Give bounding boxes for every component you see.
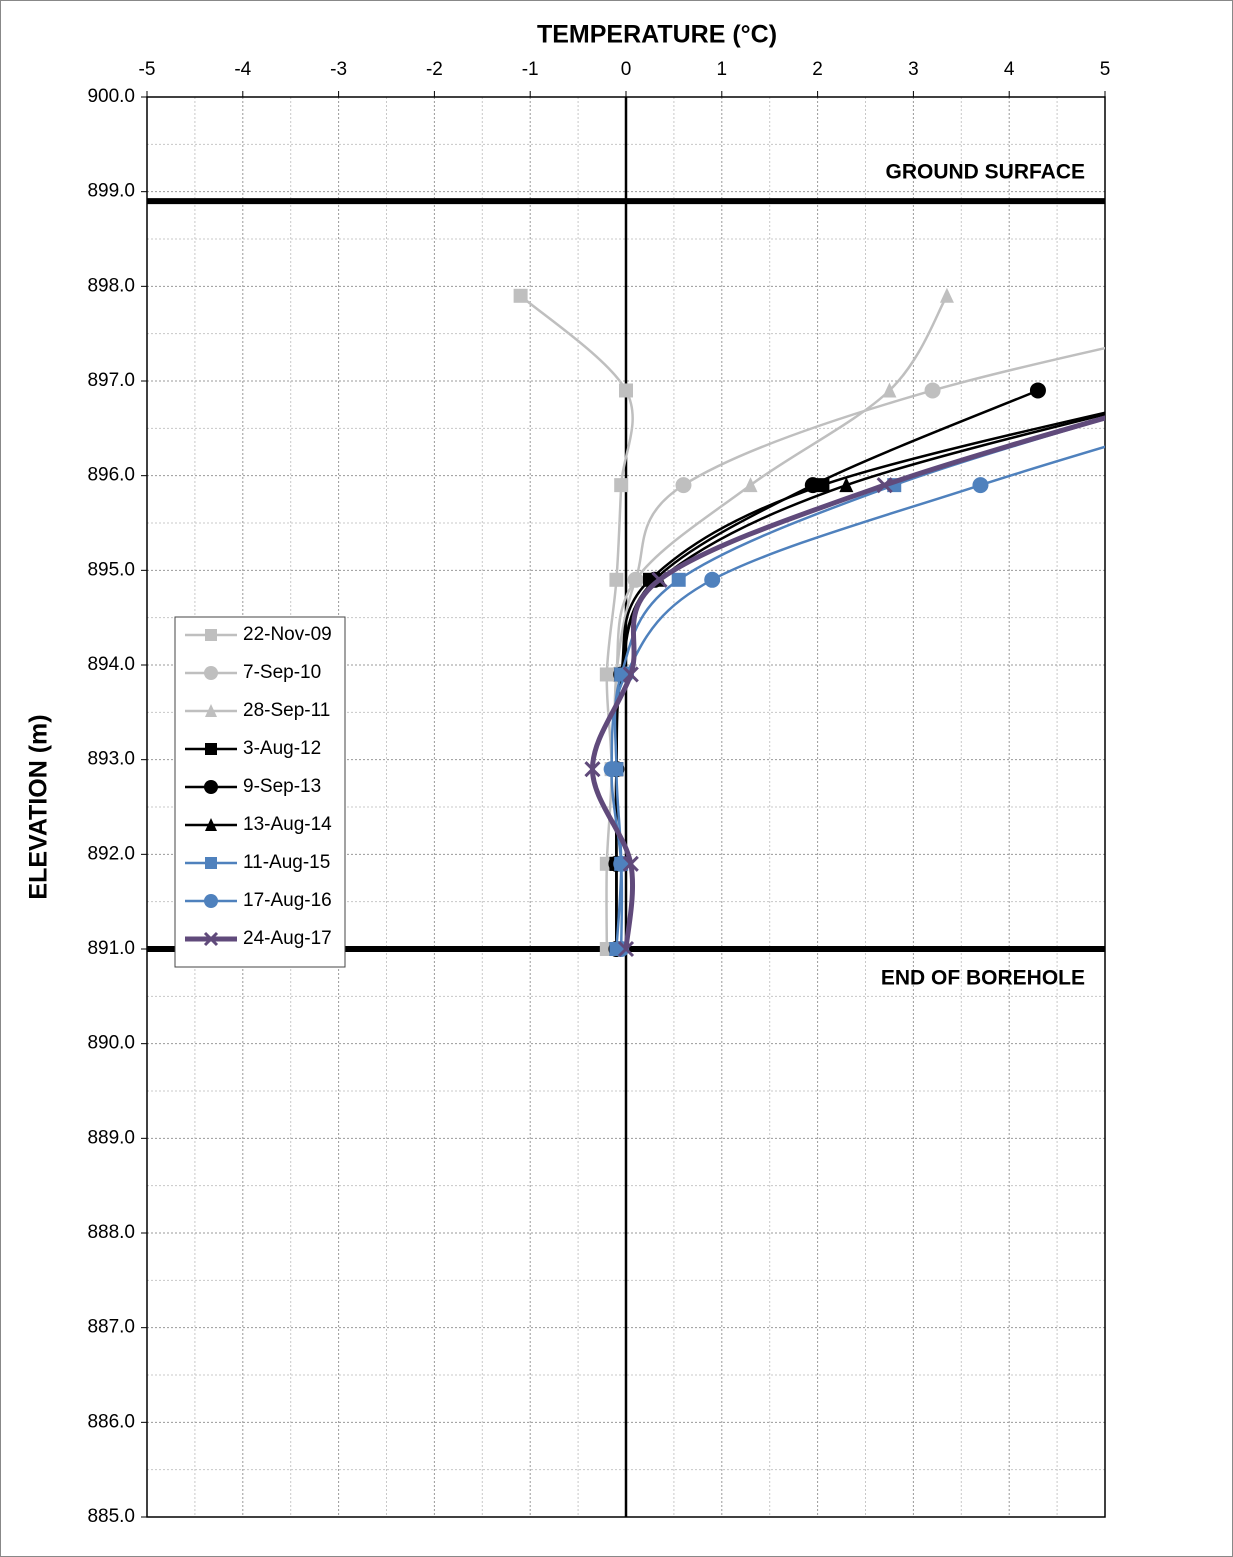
marker [204,666,218,680]
legend-label: 7-Sep-10 [243,662,321,683]
marker [924,382,941,399]
y-tick-label: 885.0 [87,1506,135,1527]
y-tick-label: 893.0 [87,749,135,770]
x-tick-label: 0 [621,59,632,80]
y-tick-label: 896.0 [87,465,135,486]
plot-area [513,287,1105,958]
marker [203,931,219,947]
x-tick-label: -4 [234,59,251,80]
marker [609,572,624,587]
x-tick-label: -2 [426,59,443,80]
marker [619,383,633,398]
x-tick-label: 2 [812,59,823,80]
marker [876,477,893,494]
marker [939,287,954,303]
y-tick-label: 898.0 [87,275,135,296]
marker [204,780,218,794]
marker [1029,382,1046,399]
x-tick-label: -5 [139,59,156,80]
y-tick-label: 886.0 [87,1411,135,1432]
x-tick-label: 5 [1100,59,1111,80]
y-tick-label: 899.0 [87,181,135,202]
reference-label: GROUND SURFACE [885,161,1085,184]
x-tick-label: -1 [522,59,539,80]
y-tick-label: 897.0 [87,370,135,391]
y-tick-label: 894.0 [87,654,135,675]
y-tick-label: 888.0 [87,1222,135,1243]
legend-label: 28-Sep-11 [243,700,330,721]
marker [651,571,668,588]
chart-title: TEMPERATURE (°C) [537,21,777,49]
marker [205,818,217,831]
y-tick-label: 890.0 [87,1033,135,1054]
marker [205,857,217,869]
y-tick-label: 887.0 [87,1317,135,1338]
legend: 22-Nov-09 7-Sep-10 28-Sep-11 3-Aug-12 9-Sep-… [174,616,346,968]
legend-label: 11-Aug-15 [243,852,330,873]
x-tick-label: 4 [1004,59,1015,80]
marker [603,761,620,778]
marker [972,477,989,494]
legend-label: 13-Aug-14 [243,814,332,835]
reference-label: END OF BOREHOLE [881,967,1085,990]
legend-label: 17-Aug-16 [243,890,332,911]
marker [204,894,218,908]
marker [584,761,601,778]
y-tick-label: 892.0 [87,843,135,864]
marker [205,743,217,755]
series-line [589,415,1105,950]
marker [622,666,639,683]
legend-label: 24-Aug-17 [243,928,332,949]
marker [671,572,686,587]
series-line [610,445,1105,950]
y-tick-label: 889.0 [87,1127,135,1148]
marker [743,477,758,493]
y-tick-label: 900.0 [87,86,135,107]
marker [804,477,821,494]
y-tick-label: 891.0 [87,938,135,959]
marker [205,629,217,641]
legend-label: 22-Nov-09 [243,624,332,645]
marker [617,940,635,958]
x-tick-label: -3 [330,59,347,80]
marker [704,571,721,588]
marker [839,477,854,493]
x-tick-label: 1 [717,59,728,80]
marker [675,477,692,494]
y-tick-label: 895.0 [87,559,135,580]
marker [513,288,528,303]
legend-label: 3-Aug-12 [243,738,321,759]
marker [614,478,629,493]
y-axis-label: ELEVATION (m) [25,714,53,899]
legend-label: 9-Sep-13 [243,776,321,797]
marker [205,704,217,717]
marker [882,382,897,398]
marker [628,571,643,587]
marker [622,855,639,872]
legend-box [174,616,346,968]
x-tick-label: 3 [908,59,919,80]
